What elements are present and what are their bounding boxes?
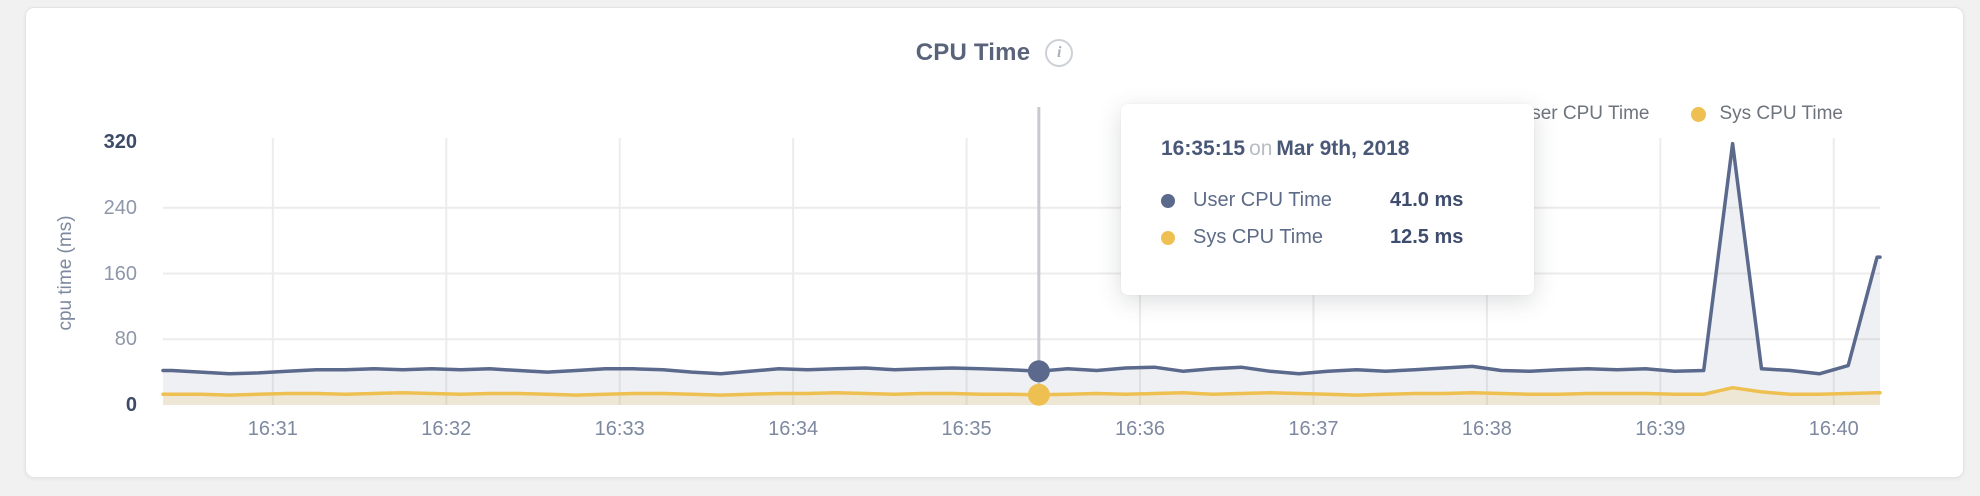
x-axis-tick-1639: 16:39 [1635, 418, 1686, 440]
chart-title: CPU Time [915, 39, 1031, 66]
tooltip-series-dot [1161, 230, 1175, 245]
chart-header: CPU Time i [26, 38, 1963, 68]
tooltip-on-text: on [1249, 137, 1273, 160]
y-axis-tick-0: 0 [125, 394, 137, 416]
tooltip-row-sys-cpu: Sys CPU Time 12.5 ms [1161, 219, 1534, 256]
y-axis-tick-240: 240 [103, 196, 137, 219]
x-axis-tick-1637: 16:37 [1288, 418, 1339, 440]
chart-tooltip: 16:35:15 on Mar 9th, 2018 User CPU Time 41.… [1121, 104, 1534, 295]
tooltip-row-user-cpu: User CPU Time 41.0 ms [1161, 182, 1534, 219]
tooltip-timestamp: 16:35:15 on Mar 9th, 2018 [1161, 137, 1534, 165]
legend-label: User CPU Time [1517, 103, 1650, 124]
x-axis-tick-1638: 16:38 [1461, 418, 1512, 440]
sys-cpu-line [161, 385, 1882, 397]
y-axis-tick-320: 320 [103, 131, 137, 153]
info-icon[interactable]: i [1045, 39, 1074, 67]
tooltip-date: Mar 9th, 2018 [1276, 137, 1410, 160]
y-axis-tick-160: 160 [103, 262, 137, 285]
x-axis-tick-1632: 16:32 [421, 418, 472, 440]
x-axis-tick-1635: 16:35 [941, 418, 992, 440]
tooltip-time: 16:35:15 [1161, 137, 1246, 160]
sys-cpu-area [163, 387, 1880, 405]
user-cpu-area [163, 143, 1880, 405]
hover-dot-user[interactable] [1027, 360, 1050, 383]
tooltip-series-label: Sys CPU Time [1193, 226, 1324, 248]
x-axis-tick-1631: 16:31 [247, 418, 298, 440]
tooltip-series-label: User CPU Time [1193, 189, 1332, 211]
legend: User CPU Time Sys CPU Time [1489, 103, 1843, 125]
tooltip-series-value: 41.0 ms [1390, 189, 1464, 211]
legend-item-sys-cpu-time[interactable]: Sys CPU Time [1691, 103, 1843, 125]
chart-card: CPU Time i User CPU Time Sys CPU Time 16:… [25, 7, 1964, 478]
tooltip-series-dot [1161, 193, 1175, 208]
tooltip-series-value: 12.5 ms [1390, 226, 1464, 248]
x-axis-tick-1633: 16:33 [594, 418, 645, 440]
x-axis-tick-1636: 16:36 [1114, 418, 1166, 440]
y-axis-tick-80: 80 [114, 328, 137, 351]
hover-dot-sys[interactable] [1027, 383, 1050, 406]
tooltip-rows: User CPU Time 41.0 ms Sys CPU Time 12.5 ms [1161, 182, 1534, 256]
legend-label: Sys CPU Time [1719, 103, 1843, 124]
user-cpu-line [161, 141, 1882, 376]
x-axis-tick-1634: 16:34 [768, 418, 819, 440]
x-axis-tick-1640: 16:40 [1808, 418, 1859, 440]
sys-cpu-legend-dot [1691, 106, 1707, 122]
